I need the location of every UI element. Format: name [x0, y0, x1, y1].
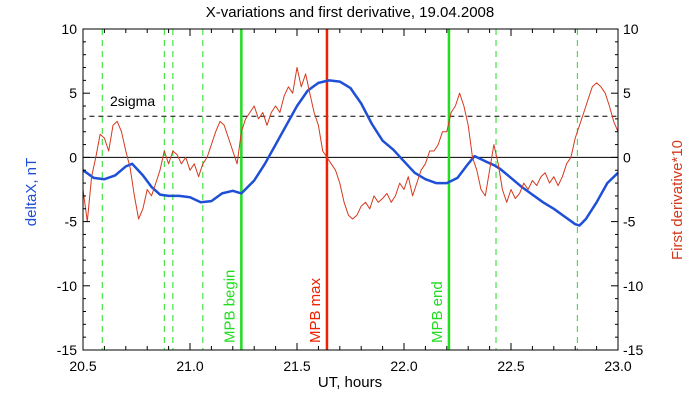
y-tick-label-right: 10 [623, 21, 639, 37]
derivative-series-line [82, 67, 619, 223]
axes: 20.5 21.0 21.5 22.0 22.5 23.0 10 5 0 -5 -10 -15 10 5 0… [57, 21, 644, 374]
vertical-marker-label: MPB end [429, 281, 446, 343]
x-tick-label: 22.5 [497, 358, 524, 374]
y-tick-label-left: 0 [69, 149, 77, 165]
x-tick-label: 20.5 [69, 358, 96, 374]
x-tick-label: 22.0 [390, 358, 417, 374]
y-tick-label-left: 5 [69, 85, 77, 101]
x-tick-label: 21.5 [283, 358, 310, 374]
plot-frame [82, 28, 619, 351]
y-axis-label-right: First derivative*10 [669, 140, 686, 260]
x-tick-label: 23.0 [604, 358, 631, 374]
sigma-label: 2sigma [110, 93, 155, 109]
x-tick-label: 21.0 [176, 358, 203, 374]
vertical-marker-label: MPB begin [221, 270, 238, 343]
y-tick-label-right: 0 [623, 149, 631, 165]
chart-title: X-variations and first derivative, 19.04… [206, 4, 495, 21]
y-tick-label-left: -15 [57, 342, 77, 358]
y-tick-label-right: -5 [623, 214, 636, 230]
vertical-marker-label: MPB max [307, 277, 324, 343]
y-tick-label-left: -10 [57, 278, 77, 294]
series-layer [82, 67, 619, 227]
y-tick-label-right: 5 [623, 85, 631, 101]
vertical-markers: MPB begin MPB max MPB end [101, 29, 578, 350]
text-labels: X-variations and first derivative, 19.04… [23, 4, 686, 391]
reference-lines [83, 115, 618, 158]
y-tick-label-right: -15 [623, 342, 643, 358]
y-tick-label-left: -5 [65, 214, 78, 230]
y-axis-label-left: deltaX, nT [23, 158, 40, 226]
x-axis-label: UT, hours [318, 374, 382, 391]
deltax-series-line [82, 79, 619, 227]
y-tick-label-right: -10 [623, 278, 643, 294]
y-tick-label-left: 10 [61, 21, 77, 37]
